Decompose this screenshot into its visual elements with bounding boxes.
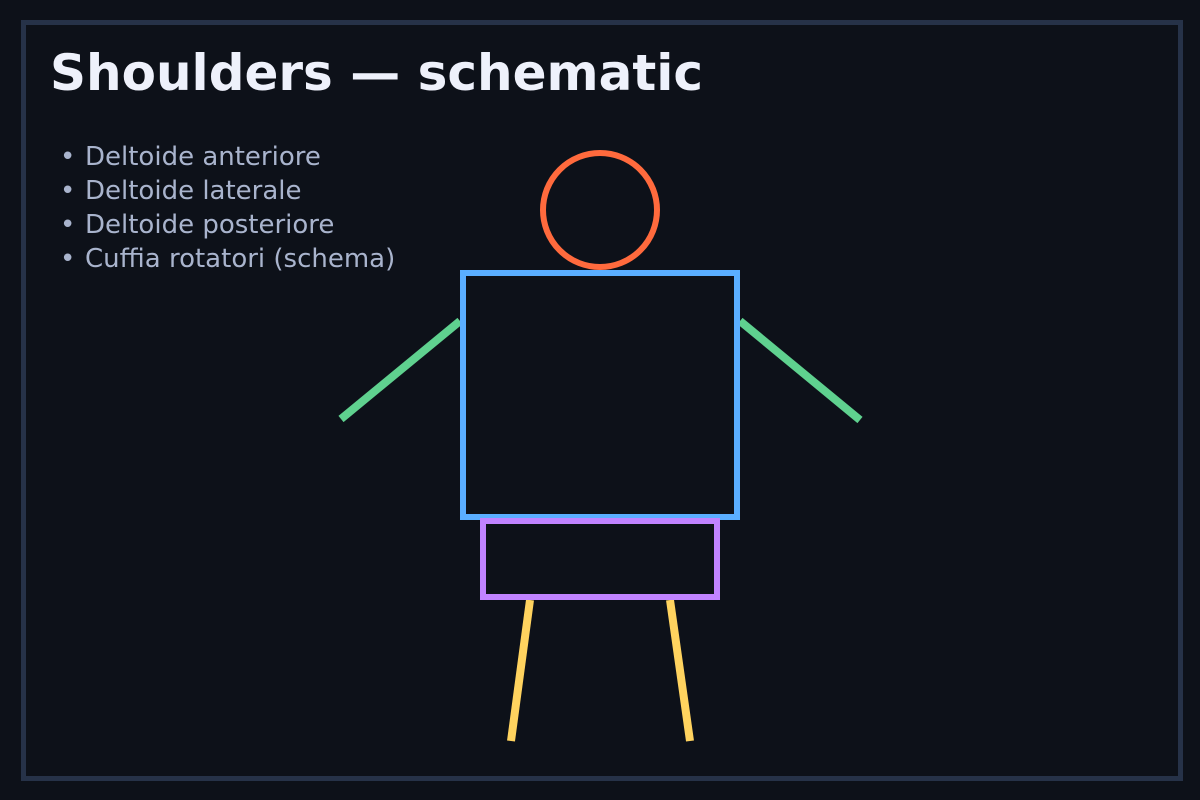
bullet-icon: • [60, 244, 76, 274]
list-item-label: Deltoide posteriore [85, 210, 335, 240]
bullet-icon: • [60, 176, 76, 206]
right-arm-shape [737, 317, 863, 424]
page-title: Shoulders — schematic [50, 44, 704, 102]
diagram-frame [21, 20, 1183, 781]
list-item-label: Cuffia rotatori (schema) [85, 244, 396, 274]
list-item: • Cuffia rotatori (schema) [60, 242, 395, 276]
right-leg-shape [666, 599, 694, 742]
list-item: • Deltoide anteriore [60, 140, 395, 174]
muscle-list: • Deltoide anteriore • Deltoide laterale •… [60, 140, 395, 276]
bullet-icon: • [60, 142, 76, 172]
left-leg-shape [507, 599, 534, 742]
head-shape [540, 150, 660, 270]
bullet-icon: • [60, 210, 76, 240]
list-item-label: Deltoide laterale [85, 176, 302, 206]
left-arm-shape [338, 317, 463, 423]
list-item: • Deltoide posteriore [60, 208, 395, 242]
pelvis-shape [480, 518, 720, 600]
list-item-label: Deltoide anteriore [85, 142, 321, 172]
torso-shape [460, 270, 740, 520]
list-item: • Deltoide laterale [60, 174, 395, 208]
